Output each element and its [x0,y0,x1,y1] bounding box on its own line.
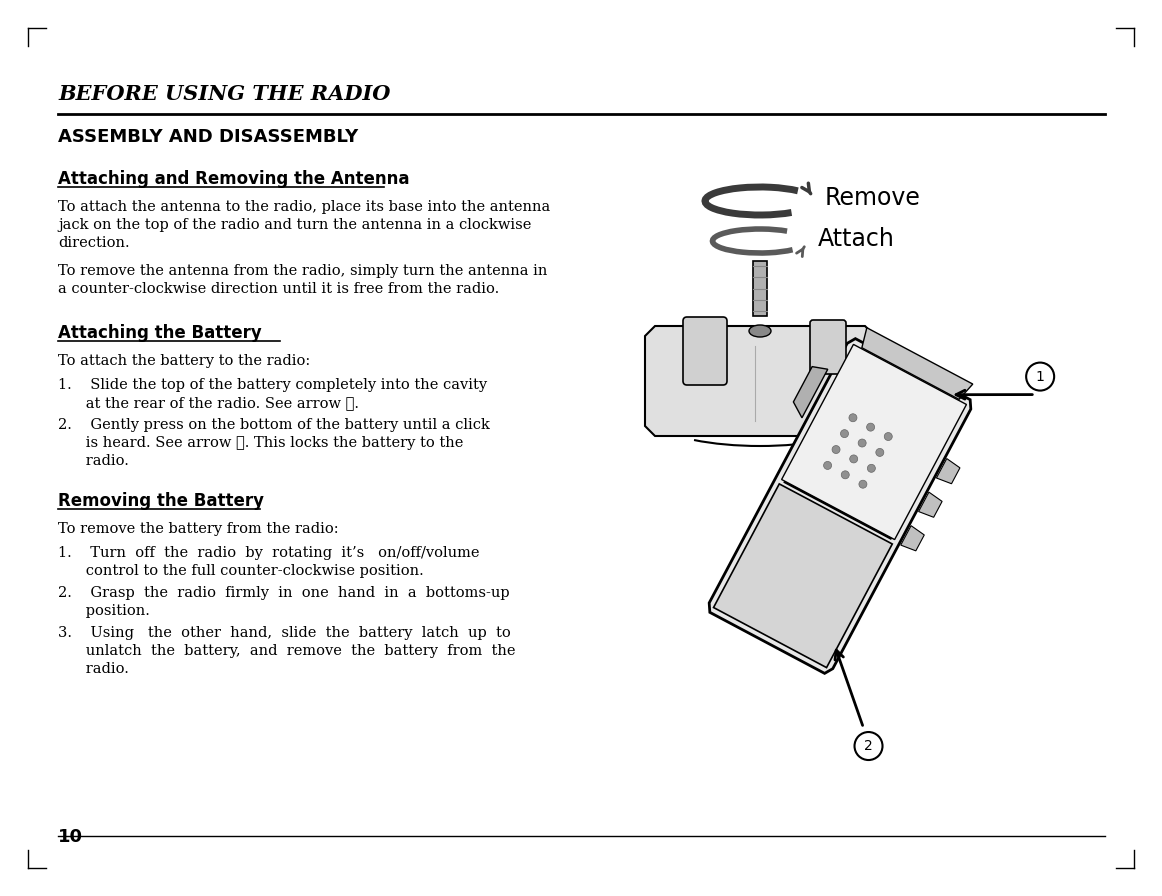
Circle shape [884,433,892,441]
Text: 1.    Slide the top of the battery completely into the cavity: 1. Slide the top of the battery complete… [58,378,487,392]
Polygon shape [862,328,973,400]
Text: 2.    Gently press on the bottom of the battery until a click: 2. Gently press on the bottom of the bat… [58,418,490,432]
Text: jack on the top of the radio and turn the antenna in a clockwise: jack on the top of the radio and turn th… [58,218,531,232]
Text: Attaching and Removing the Antenna: Attaching and Removing the Antenna [58,170,409,188]
FancyBboxPatch shape [810,320,846,374]
Polygon shape [709,339,970,674]
Circle shape [867,423,875,431]
Polygon shape [782,344,967,539]
Text: 3.    Using   the  other  hand,  slide  the  battery  latch  up  to: 3. Using the other hand, slide the batte… [58,626,511,640]
Text: 2.    Grasp  the  radio  firmly  in  one  hand  in  a  bottoms-up: 2. Grasp the radio firmly in one hand in… [58,586,510,600]
Circle shape [849,414,856,422]
Text: Attaching the Battery: Attaching the Battery [58,324,261,342]
Text: a counter-clockwise direction until it is free from the radio.: a counter-clockwise direction until it i… [58,282,500,296]
Circle shape [841,470,849,478]
Circle shape [867,464,875,472]
Circle shape [854,732,882,760]
Text: To remove the battery from the radio:: To remove the battery from the radio: [58,522,338,536]
Text: 10: 10 [58,828,83,846]
Polygon shape [937,459,960,484]
Circle shape [859,480,867,488]
Circle shape [824,461,832,470]
Text: radio.: radio. [58,662,129,676]
Text: To attach the battery to the radio:: To attach the battery to the radio: [58,354,310,368]
Text: radio.: radio. [58,454,129,468]
Circle shape [859,439,866,447]
Circle shape [832,445,840,453]
Text: unlatch  the  battery,  and  remove  the  battery  from  the: unlatch the battery, and remove the batt… [58,644,516,658]
Text: at the rear of the radio. See arrow ①.: at the rear of the radio. See arrow ①. [58,396,359,410]
Polygon shape [713,484,892,668]
Text: Remove: Remove [825,186,920,210]
Text: 1: 1 [1035,369,1045,383]
Text: To attach the antenna to the radio, place its base into the antenna: To attach the antenna to the radio, plac… [58,200,551,214]
Polygon shape [794,366,827,418]
Ellipse shape [749,325,772,337]
Circle shape [876,448,884,456]
Circle shape [1026,363,1054,391]
Text: position.: position. [58,604,150,618]
Text: Removing the Battery: Removing the Battery [58,492,264,510]
Bar [753,261,767,316]
Text: control to the full counter-clockwise position.: control to the full counter-clockwise po… [58,564,424,578]
FancyBboxPatch shape [683,317,727,385]
Text: 1.    Turn  off  the  radio  by  rotating  it’s   on/off/volume: 1. Turn off the radio by rotating it’s o… [58,546,480,560]
Text: ASSEMBLY AND DISASSEMBLY: ASSEMBLY AND DISASSEMBLY [58,128,358,146]
Text: To remove the antenna from the radio, simply turn the antenna in: To remove the antenna from the radio, si… [58,264,547,278]
Polygon shape [919,492,942,517]
Text: is heard. See arrow ②. This locks the battery to the: is heard. See arrow ②. This locks the ba… [58,436,464,450]
Text: Attach: Attach [818,227,895,251]
Polygon shape [901,526,924,551]
Text: direction.: direction. [58,236,130,250]
Circle shape [840,430,848,437]
Text: BEFORE USING THE RADIO: BEFORE USING THE RADIO [58,84,390,104]
Polygon shape [645,326,875,436]
Circle shape [849,455,858,463]
Text: 2: 2 [865,739,873,753]
